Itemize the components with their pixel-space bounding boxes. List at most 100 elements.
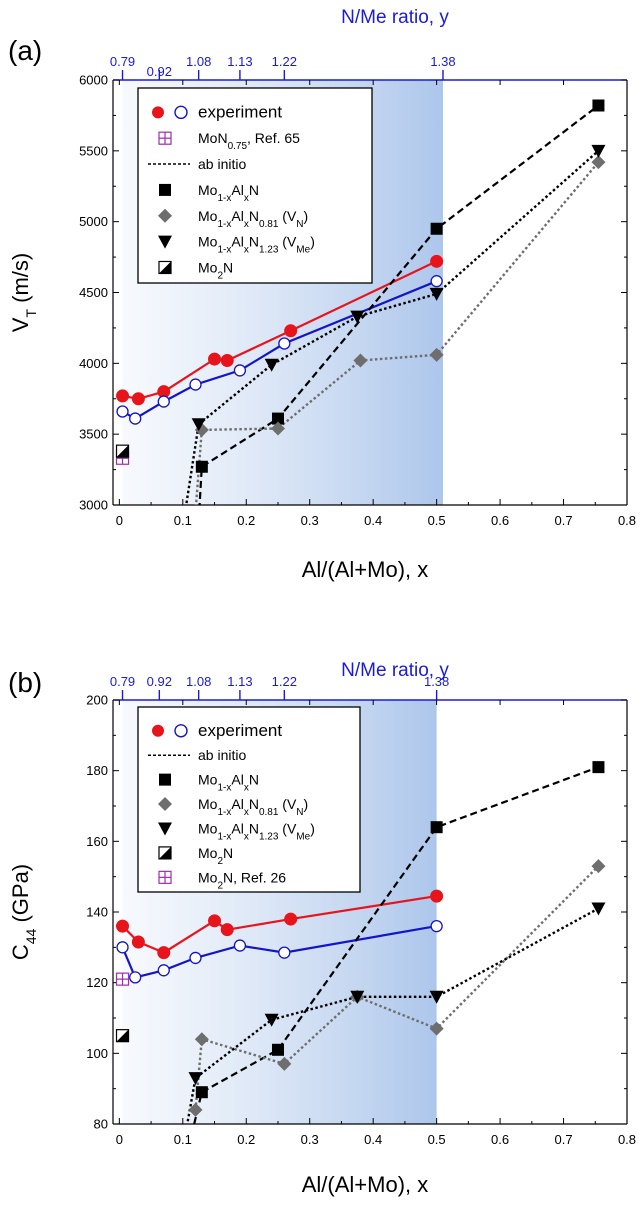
data-point-exp_open — [157, 964, 170, 977]
data-point-mo2n — [115, 444, 130, 458]
legend-marker-open — [174, 724, 188, 738]
y-tick-label: 200 — [86, 693, 108, 708]
data-point-moalxn — [430, 821, 443, 834]
data-point-moalxn123 — [591, 902, 606, 916]
y-tick-label: 180 — [86, 763, 108, 778]
legend-marker-moalxn081 — [158, 797, 172, 812]
legend-box — [137, 87, 373, 284]
legend-label-abinitio: ab initio — [198, 156, 246, 172]
data-point-exp_filled — [284, 912, 298, 926]
data-point-exp_filled — [157, 946, 171, 960]
legend-label-exp: experiment — [198, 102, 282, 121]
data-point-exp_filled — [220, 354, 234, 367]
data-point-moalxn123 — [264, 358, 279, 372]
x-tick-label: 0 — [116, 1132, 123, 1147]
top-tick-label: 1.08 — [186, 54, 211, 69]
data-point-exp_open — [430, 919, 443, 933]
y-tick-label: 4500 — [79, 285, 108, 300]
legend-marker-mo2n_ref — [158, 870, 172, 884]
legend-label-mo2n_ref: Mo2N, Ref. 26 — [198, 869, 286, 891]
data-point-exp_open — [116, 941, 129, 954]
x-tick-label: 0.3 — [301, 513, 319, 528]
data-point-moalxn123 — [264, 1013, 279, 1027]
data-point-moalxn — [592, 99, 605, 112]
y-tick-label: 160 — [86, 834, 108, 849]
panel-label: (a) — [8, 35, 42, 66]
x-tick-label: 0.2 — [237, 513, 255, 528]
data-point-moalxn — [271, 1043, 284, 1056]
data-point-exp_filled — [131, 935, 145, 949]
data-point-moalxn081 — [353, 353, 368, 368]
legend-label-moalxn123: Mo1-xAlxN1.23 (VMe) — [198, 820, 315, 842]
data-point-exp_open — [189, 378, 202, 391]
legend-label-moalxn081: Mo1-xAlxN0.81 (VN) — [198, 208, 308, 230]
data-point-exp_filled — [430, 889, 444, 903]
legend: experiment MoN0.75, Ref. 65 ab initio Mo1-x… — [137, 87, 373, 284]
top-tick-label: 0.92 — [147, 674, 172, 689]
data-point-moalxn081 — [429, 347, 444, 362]
data-point-moalxn123 — [429, 990, 444, 1004]
top-tick-label: 1.38 — [424, 674, 449, 689]
data-point-moalxn123 — [191, 418, 206, 432]
data-point-exp_open — [278, 946, 291, 959]
data-point-exp_filled — [430, 254, 444, 268]
data-point-moalxn081 — [188, 1102, 203, 1117]
data-point-moalxn081 — [591, 155, 606, 170]
data-point-exp_open — [157, 395, 170, 408]
x-tick-label: 0.5 — [428, 1132, 446, 1147]
data-point-moalxn081 — [591, 859, 606, 874]
y-tick-label: 6000 — [79, 73, 108, 88]
x-axis-label: Al/(Al+Mo), x — [302, 557, 429, 582]
x-tick-label: 0.8 — [618, 1132, 636, 1147]
y-tick-label: 120 — [86, 975, 108, 990]
legend-label-mon075: MoN0.75, Ref. 65 — [198, 130, 300, 152]
data-point-mo2n_ref — [115, 972, 130, 986]
data-point-moalxn123 — [188, 1072, 203, 1086]
data-point-exp_open — [116, 405, 129, 418]
data-point-mo2n — [115, 1029, 130, 1043]
y-tick-label: 4000 — [79, 356, 108, 371]
top-tick-label: 1.13 — [227, 674, 252, 689]
top-tick-label: 1.22 — [272, 54, 297, 69]
legend-marker-filled — [152, 106, 164, 119]
data-point-moalxn123 — [350, 310, 365, 324]
data-point-moalxn123 — [429, 287, 444, 301]
data-point-moalxn — [195, 1086, 208, 1099]
data-point-exp_open — [129, 971, 142, 984]
legend-marker-mo2n — [158, 260, 172, 275]
legend-marker-mo2n — [158, 846, 172, 860]
plot-area — [115, 761, 606, 1124]
x-tick-label: 0 — [116, 513, 123, 528]
data-point-moalxn — [195, 460, 208, 473]
plot-area — [115, 99, 606, 582]
data-point-exp_filled — [131, 392, 145, 406]
data-point-exp_open — [233, 939, 247, 952]
y-tick-label: 100 — [86, 1046, 108, 1061]
series-line-moalxn123 — [184, 149, 600, 505]
y-tick-label: 80 — [94, 1117, 108, 1132]
legend-label-mo2n: Mo2N — [198, 259, 233, 281]
series-line-moalxn081 — [194, 161, 600, 505]
top-tick-label: 0.79 — [110, 54, 135, 69]
legend-label-exp: experiment — [198, 721, 282, 740]
x-tick-label: 0.2 — [237, 1132, 255, 1147]
x-tick-label: 0.8 — [618, 513, 636, 528]
top-tick-label: 1.13 — [227, 54, 252, 69]
data-point-moalxn123 — [173, 542, 187, 555]
y-tick-label: 5500 — [79, 143, 108, 158]
legend-box — [137, 706, 361, 893]
data-point-moalxn — [189, 570, 201, 582]
x-tick-label: 0.5 — [428, 513, 446, 528]
legend-label-moalxn123: Mo1-xAlxN1.23 (VMe) — [198, 234, 315, 256]
data-point-moalxn081 — [194, 1032, 209, 1047]
top-axis-title: N/Me ratio, y — [341, 660, 449, 681]
x-axis-label: Al/(Al+Mo), x — [302, 1172, 429, 1197]
data-point-moalxn081 — [429, 1021, 444, 1036]
y-tick-label: 5000 — [79, 214, 108, 229]
legend-marker-moalxn081 — [158, 208, 172, 223]
top-axis-title: N/Me ratio, y — [341, 7, 449, 28]
data-point-exp_filled — [208, 352, 222, 366]
data-point-moalxn123 — [591, 144, 606, 158]
legend-label-moalxn: Mo1-xAlxN — [198, 772, 259, 794]
